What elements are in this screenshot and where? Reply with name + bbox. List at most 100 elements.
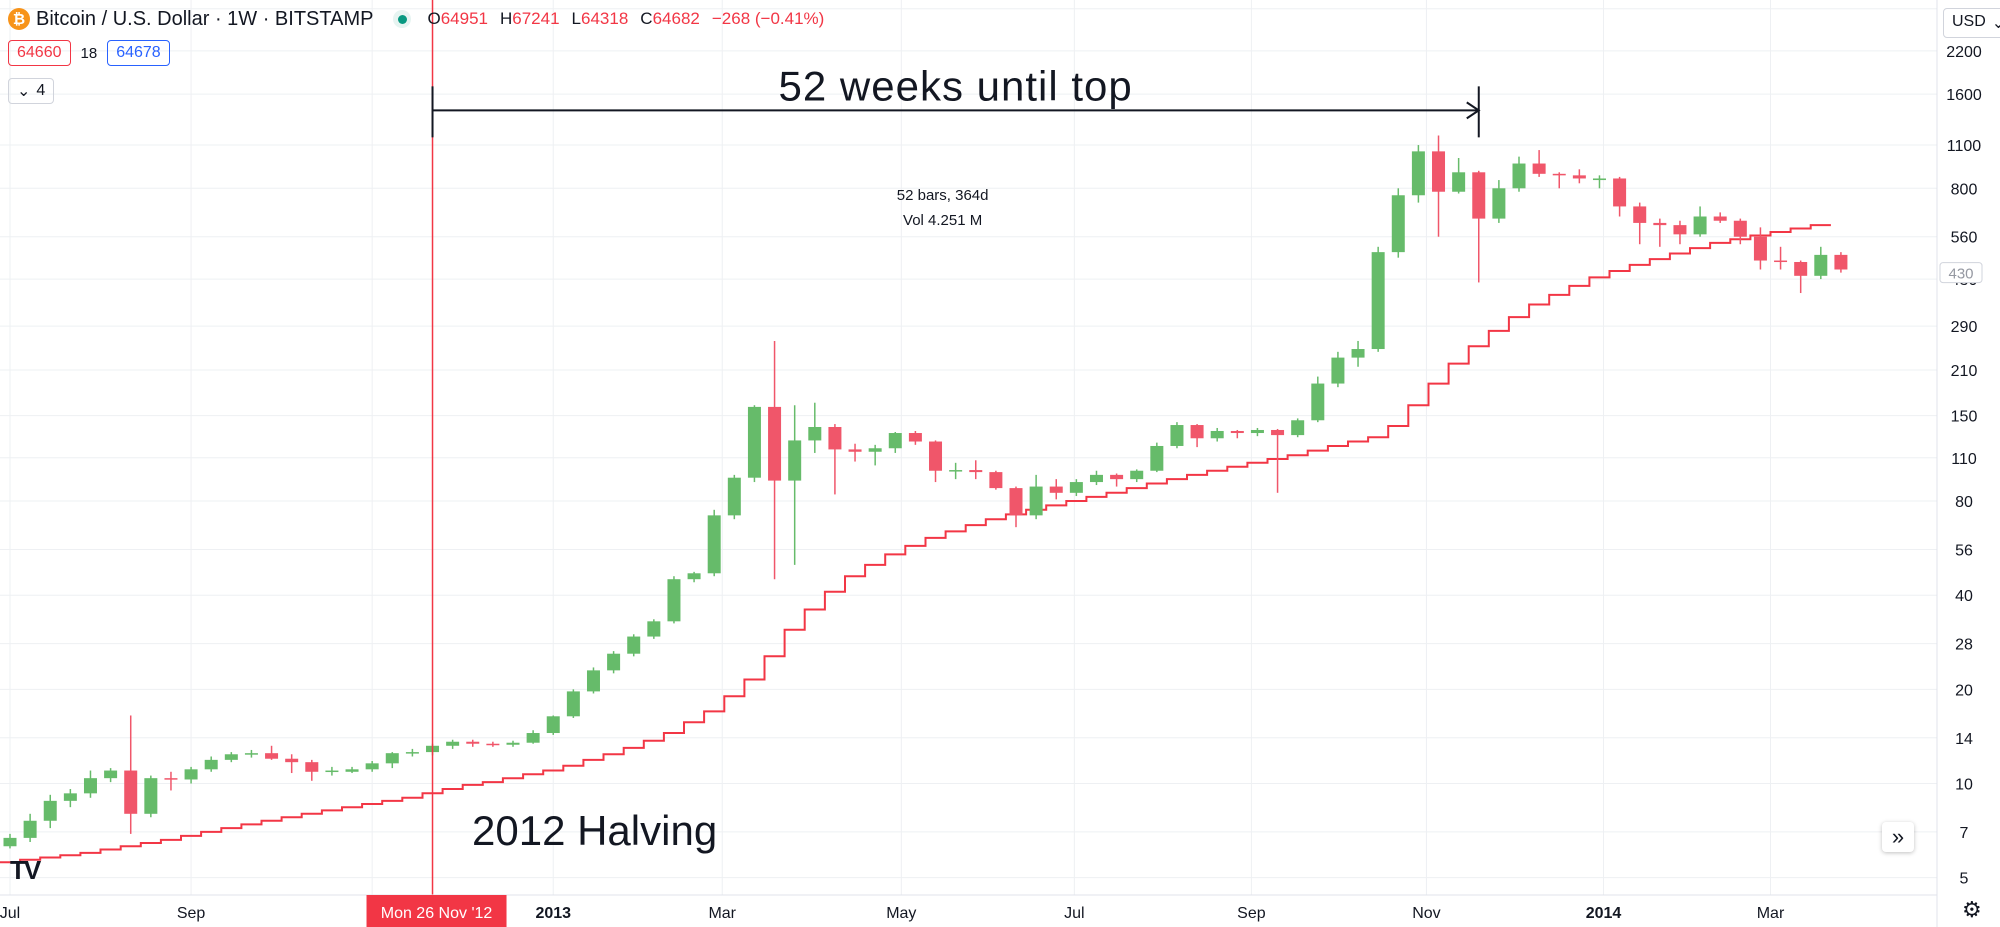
candle-body	[1472, 172, 1486, 219]
candle-body	[1190, 425, 1204, 439]
x-tick-label: Jul	[1064, 905, 1084, 922]
candle	[405, 748, 419, 757]
scroll-to-realtime-button[interactable]: »	[1882, 822, 1914, 852]
ohlc-open-value: 64951	[440, 9, 488, 28]
symbol-title[interactable]: Bitcoin / U.S. Dollar · 1W · BITSTAMP	[36, 7, 374, 30]
indicators-toggle[interactable]: ⌄ 4	[8, 78, 55, 104]
candle	[385, 752, 399, 769]
candle-body	[305, 762, 319, 772]
candle	[949, 462, 963, 480]
candle-body	[244, 753, 258, 755]
candle-body	[104, 770, 118, 779]
candle	[1834, 252, 1848, 273]
chevron-down-icon: ⌄	[17, 83, 31, 100]
candle	[446, 739, 460, 749]
candle-body	[808, 426, 822, 441]
bid-ask-panel: 64660 18 64678	[8, 40, 170, 66]
gear-icon[interactable]: ⚙	[1962, 897, 1982, 922]
candle	[204, 756, 218, 772]
candle-body	[1069, 482, 1083, 493]
x-tick-label: Sep	[1237, 905, 1266, 922]
candle-body	[63, 793, 77, 801]
candle-body	[1432, 151, 1446, 192]
candle-body	[1150, 445, 1164, 471]
candle	[586, 667, 600, 694]
candle	[1110, 473, 1124, 487]
candle-body	[405, 752, 419, 754]
candle	[1673, 220, 1687, 245]
candle-body	[1733, 220, 1747, 237]
x-axis: JulSepN2013MarMayJulSepNov2014MarMon 26 …	[0, 894, 1937, 927]
candle	[244, 749, 258, 758]
candle-body	[466, 741, 480, 744]
currency-label: USD	[1952, 13, 1986, 30]
x-tick-label: Jul	[0, 905, 20, 922]
candle	[1069, 479, 1083, 497]
brand-logo[interactable]: TV	[10, 855, 41, 885]
ohlc-open-key: O	[427, 9, 441, 28]
candle-body	[908, 433, 922, 442]
ohlc-low-value: 64318	[581, 9, 629, 28]
candle	[1089, 470, 1103, 486]
candle-body	[647, 621, 661, 637]
arrow-head-icon	[1466, 101, 1481, 120]
chevron-down-icon: ⌄	[1991, 15, 2000, 32]
x-tick-label: 2014	[1586, 905, 1622, 922]
candle-body	[1130, 470, 1144, 480]
candle-body	[365, 763, 379, 770]
candle-body	[1351, 349, 1365, 358]
candle	[1653, 218, 1667, 247]
annotations: 52 weeks until top 52 bars, 364d Vol 4.251…	[431, 62, 1481, 854]
candle	[1794, 260, 1808, 294]
candle-body	[1371, 252, 1385, 350]
candle	[3, 833, 17, 849]
candle-body	[1452, 172, 1466, 192]
candle-body	[1653, 222, 1667, 226]
candle	[1633, 202, 1647, 245]
candle-body	[989, 472, 1003, 489]
currency-selector[interactable]: USD ⌄	[1943, 8, 2000, 38]
candle-body	[1492, 188, 1506, 219]
candle-body	[1291, 420, 1305, 436]
sell-price-button[interactable]: 64660	[8, 40, 71, 66]
indicator-count: 4	[36, 82, 46, 99]
candle-body	[1834, 254, 1848, 270]
candle	[1291, 418, 1305, 438]
y-tick-label: 560	[1951, 230, 1978, 247]
spread-value: 18	[80, 44, 98, 62]
market-status-icon[interactable]	[393, 10, 412, 28]
ohlc-low-key: L	[571, 9, 582, 28]
y-tick-label: 20	[1955, 682, 1973, 699]
candle-body	[345, 769, 359, 772]
candle	[768, 340, 782, 580]
candle	[1774, 246, 1788, 270]
candle	[1049, 479, 1063, 500]
y-tick-label: 210	[1951, 363, 1978, 380]
x-tick-label: Mar	[1757, 905, 1785, 922]
candle-body	[1572, 175, 1586, 179]
candle	[365, 761, 379, 772]
candle	[1592, 175, 1606, 189]
candle-body	[43, 800, 57, 821]
y-tick-label: 800	[1951, 181, 1978, 198]
candle	[1492, 180, 1506, 223]
candle	[828, 424, 842, 495]
candle	[1613, 176, 1627, 217]
candle	[1753, 227, 1767, 270]
candle	[1512, 156, 1526, 192]
buy-price-button[interactable]: 64678	[107, 40, 170, 66]
candle-body	[969, 470, 983, 473]
candle-body	[1814, 254, 1828, 276]
candle-body	[929, 441, 943, 471]
candle	[848, 443, 862, 462]
candle	[1713, 212, 1727, 223]
double-chevron-right-icon: »	[1891, 824, 1905, 849]
candle	[1693, 206, 1707, 237]
x-tick-label: Mar	[708, 905, 736, 922]
candle-body	[1552, 173, 1566, 176]
candle	[1311, 376, 1325, 423]
y-tick-label: 56	[1955, 542, 1973, 559]
candle-body	[446, 741, 460, 746]
candle	[687, 571, 701, 583]
